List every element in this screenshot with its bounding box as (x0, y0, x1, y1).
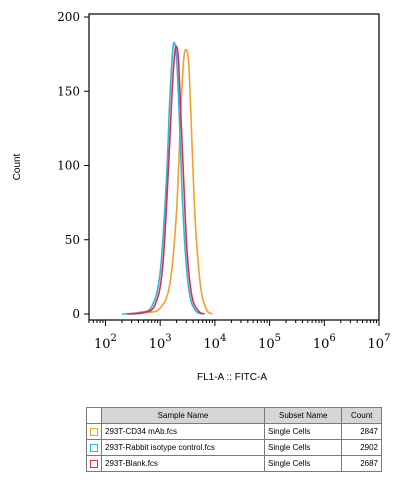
plot-frame (88, 13, 380, 321)
legend-sample-name: 293T-Rabbit isotype control.fcs (100, 439, 266, 456)
x-tick-label: 104 (203, 333, 226, 352)
legend-header-sample-name: Sample Name (100, 407, 266, 424)
x-tick-label: 103 (149, 333, 172, 352)
legend-swatch-cell (86, 455, 102, 472)
x-tick-exponent: 7 (384, 333, 390, 344)
x-tick-base: 10 (203, 337, 220, 352)
x-tick-base: 10 (313, 337, 330, 352)
x-tick-exponent: 6 (329, 333, 335, 344)
legend-count: 2847 (341, 423, 382, 440)
legend-header-count: Count (341, 407, 382, 424)
series-line-1 (121, 41, 204, 315)
x-tick-label: 102 (94, 333, 117, 352)
sample-legend-table: Sample Name Subset Name Count 293T-CD34 … (86, 407, 382, 472)
x-tick-base: 10 (94, 337, 111, 352)
x-tick-label: 107 (368, 333, 391, 352)
legend-count: 2902 (341, 439, 382, 456)
legend-row: 293T-CD34 mAb.fcs Single Cells 2847 (86, 423, 382, 440)
legend-subset-name: Single Cells (264, 423, 343, 440)
legend-swatch (90, 427, 98, 436)
legend-sample-name: 293T-Blank.fcs (100, 455, 266, 472)
y-axis-label: Count (12, 153, 23, 180)
legend-subset-name: Single Cells (264, 439, 343, 456)
y-tick-label: 200 (57, 10, 80, 24)
x-tick-exponent: 4 (220, 333, 226, 344)
y-tick-label: 150 (57, 84, 80, 98)
y-tick-label: 0 (72, 307, 80, 321)
legend-swatch-cell (86, 423, 102, 440)
legend-subset-name: Single Cells (264, 455, 343, 472)
legend-header-row: Sample Name Subset Name Count (86, 407, 382, 424)
legend-row: 293T-Blank.fcs Single Cells 2687 (86, 455, 382, 472)
legend-sample-name: 293T-CD34 mAb.fcs (100, 423, 266, 440)
series-line-0 (131, 48, 213, 315)
y-tick-label: 50 (65, 233, 80, 247)
legend-swatch (90, 459, 98, 468)
x-tick-base: 10 (258, 337, 275, 352)
series-line-2 (127, 45, 205, 315)
x-tick-exponent: 3 (165, 333, 171, 344)
x-tick-base: 10 (149, 337, 166, 352)
x-tick-label: 106 (313, 333, 336, 352)
legend-count: 2687 (341, 455, 382, 472)
legend-row: 293T-Rabbit isotype control.fcs Single C… (86, 439, 382, 456)
x-axis-label: FL1-A :: FITC-A (197, 372, 267, 383)
x-tick-exponent: 2 (111, 333, 117, 344)
x-tick-exponent: 5 (275, 333, 281, 344)
x-tick-base: 10 (368, 337, 385, 352)
legend-swatch (90, 443, 98, 452)
legend-swatch-cell (86, 439, 102, 456)
y-tick-label: 100 (57, 159, 80, 173)
legend-header-subset-name: Subset Name (264, 407, 343, 424)
legend-header-swatch (86, 407, 102, 424)
x-tick-label: 105 (258, 333, 281, 352)
